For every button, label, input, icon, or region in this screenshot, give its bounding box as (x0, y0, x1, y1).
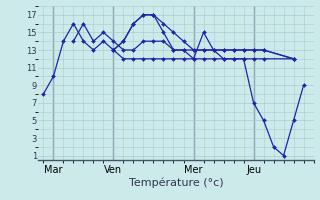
X-axis label: Température (°c): Température (°c) (129, 178, 223, 188)
